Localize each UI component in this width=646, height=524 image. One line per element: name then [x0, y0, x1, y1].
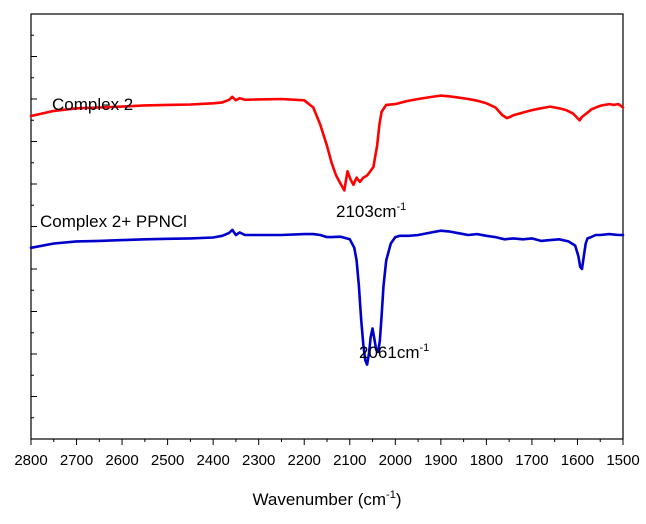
- x-tick-label: 2300: [242, 452, 275, 469]
- x-tick-label: 1600: [561, 452, 594, 469]
- series-label-complex-2-ppncl: Complex 2+ PPNCl: [40, 212, 187, 231]
- y-axis-ticks: [31, 13, 37, 440]
- x-axis-title: Wavenumber (cm-1): [253, 489, 402, 509]
- peak-label-2061: 2061cm-1: [359, 342, 429, 362]
- x-tick-label: 2100: [333, 452, 366, 469]
- x-tick-label: 2000: [379, 452, 412, 469]
- x-tick-label: 1900: [424, 452, 457, 469]
- series-label-complex-2: Complex 2: [52, 95, 133, 114]
- series-line-complex-2: [29, 94, 625, 192]
- x-axis-ticks: 2800 2700 2600 2500 2400 2300 2200 2100 2000 1900…: [14, 439, 640, 469]
- series-line-complex-2-ppncl: [29, 228, 625, 366]
- x-tick-label: 1500: [606, 452, 639, 469]
- x-tick-label: 1800: [470, 452, 503, 469]
- x-tick-label: 2200: [288, 452, 321, 469]
- x-tick-label: 2800: [14, 452, 47, 469]
- x-tick-label: 1700: [515, 452, 548, 469]
- series-layer: [29, 94, 625, 366]
- x-tick-label: 2700: [60, 452, 93, 469]
- peak-label-2103: 2103cm-1: [336, 201, 406, 221]
- x-tick-label: 2600: [105, 452, 138, 469]
- x-tick-label: 2400: [196, 452, 229, 469]
- x-tick-label: 2500: [151, 452, 184, 469]
